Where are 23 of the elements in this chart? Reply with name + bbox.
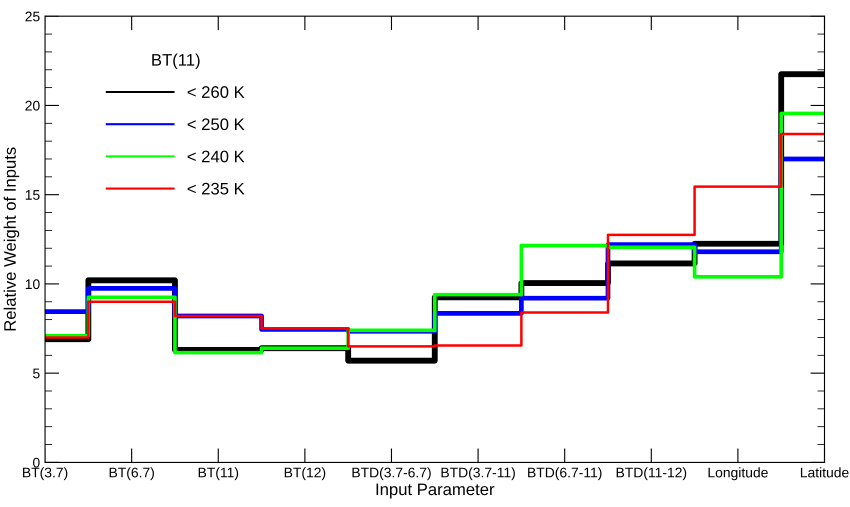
y-tick-label: 5	[33, 368, 40, 378]
y-axis-title: Relative Weight of Inputs	[4, 147, 20, 330]
x-tick-label: BT(11)	[198, 467, 238, 480]
x-tick-label: BTD(3.7-11)	[442, 467, 515, 480]
legend-title: BT(11)	[152, 54, 200, 70]
x-tick-label: Latitude	[800, 467, 849, 478]
x-axis-title: Input Parameter	[376, 484, 494, 499]
x-tick-label: Longitude	[708, 467, 768, 480]
y-tick-label: 10	[26, 279, 40, 290]
y-tick-label: 0	[33, 458, 40, 468]
legend-label: < 250 K	[188, 118, 245, 130]
x-tick-label: BTD(3.7-6.7)	[352, 467, 431, 480]
x-tick-label: BT(6.7)	[110, 467, 154, 480]
x-tick-label: BTD(11-12)	[616, 467, 686, 480]
legend-label: < 260 K	[188, 86, 245, 98]
x-tick-label: BT(12)	[284, 467, 326, 480]
x-tick-label: BTD(6.7-11)	[528, 467, 602, 480]
x-tick-label: BT(3.7)	[23, 467, 68, 480]
legend-label: < 240 K	[188, 150, 245, 162]
y-tick-label: 15	[26, 190, 40, 200]
y-tick-label: 25	[25, 12, 40, 22]
legend-label: < 235 K	[188, 182, 245, 195]
y-tick-label: 20	[25, 100, 40, 111]
